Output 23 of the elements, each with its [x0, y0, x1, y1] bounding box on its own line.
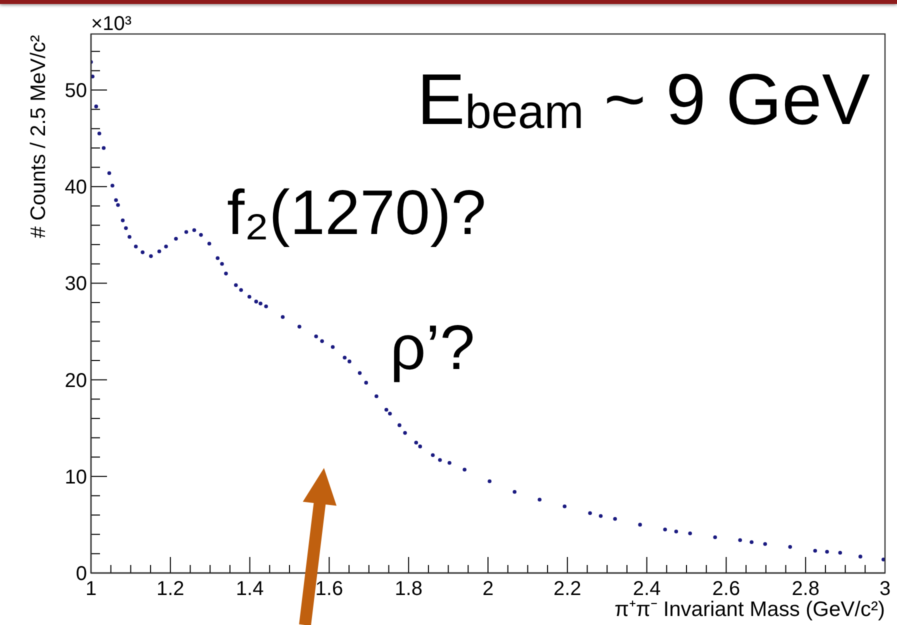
x-tick-label: 1.4	[236, 578, 264, 600]
x-tick-label: 2.8	[792, 578, 820, 600]
x-tick-label: 2.4	[632, 578, 661, 600]
y-tick-label: 0	[76, 563, 87, 585]
annotation: f₂(1270)?	[227, 178, 486, 248]
y-tick-label: 50	[64, 80, 87, 102]
x-tick-label: 2.6	[712, 578, 740, 600]
x-tick-label: 1.2	[156, 578, 184, 600]
y-tick-label: 20	[64, 370, 87, 392]
x-tick-label: 2.2	[553, 578, 582, 600]
y-tick-label: 40	[64, 176, 87, 199]
x-axis-title: π⁺π⁻ Invariant Mass (GeV/c²)	[614, 598, 885, 621]
annotation: E$_{beam}$ ~ 9 GeV	[416, 60, 870, 140]
x-tick-label: 2	[482, 578, 494, 600]
y-tick-label: 10	[64, 466, 87, 488]
x-tick-label: 1.6	[315, 578, 344, 600]
annotation: ρ’?	[390, 313, 475, 383]
x-tick-label: 1.8	[394, 578, 423, 600]
annotation: ×10³	[91, 13, 132, 35]
x-tick-label: 1	[85, 578, 97, 600]
y-axis-title: # Counts / 2.5 MeV/c²	[27, 35, 50, 238]
y-tick-label: 30	[64, 273, 87, 296]
x-tick-label: 3	[879, 578, 891, 600]
